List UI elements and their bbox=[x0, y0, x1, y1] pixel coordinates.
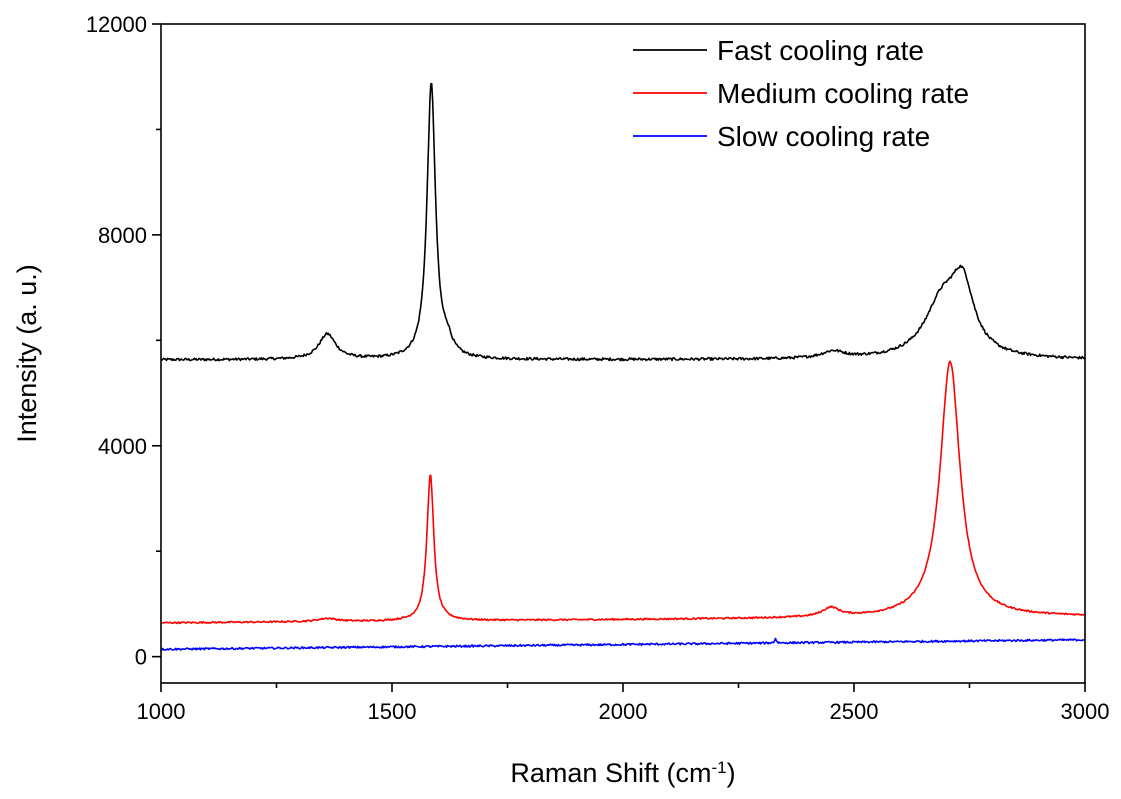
x-axis-title-main: Raman Shift (cm bbox=[510, 758, 711, 788]
series-line-2 bbox=[160, 360, 1086, 625]
x-axis-title-sup: -1 bbox=[711, 758, 726, 777]
x-tick-label: 1500 bbox=[368, 699, 417, 724]
x-tick-label: 2000 bbox=[599, 699, 648, 724]
plot-frame bbox=[160, 23, 1086, 684]
legend-label-3: Slow cooling rate bbox=[717, 121, 930, 152]
legend: Fast cooling rate Medium cooling rate Slow… bbox=[633, 35, 969, 152]
y-tick-label: 12000 bbox=[86, 12, 147, 37]
x-axis-title-suffix: ) bbox=[727, 758, 736, 788]
series-layer bbox=[160, 82, 1086, 651]
x-axis-title: Raman Shift (cm-1) bbox=[510, 758, 735, 789]
legend-label-1: Fast cooling rate bbox=[717, 35, 924, 66]
x-tick-label: 3000 bbox=[1061, 699, 1110, 724]
ticks-layer bbox=[152, 23, 1086, 692]
x-tick-label: 2500 bbox=[830, 699, 879, 724]
legend-label-2: Medium cooling rate bbox=[717, 78, 969, 109]
y-tick-label: 8000 bbox=[98, 223, 147, 248]
y-tick-label: 0 bbox=[135, 645, 147, 670]
x-tick-label: 1000 bbox=[137, 699, 186, 724]
series-line-3 bbox=[160, 637, 1085, 651]
series-line-1 bbox=[160, 82, 1086, 362]
y-tick-label: 4000 bbox=[98, 434, 147, 459]
y-axis-title: Intensity (a. u.) bbox=[12, 264, 42, 443]
labels-layer: 1000 1500 2000 2500 3000 0 4000 8000 12000 bbox=[86, 12, 1110, 724]
